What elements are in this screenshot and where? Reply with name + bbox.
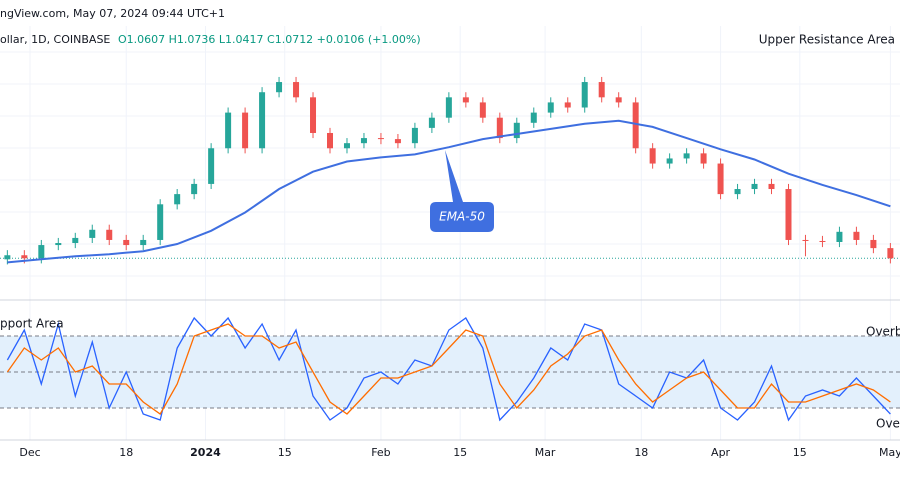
candle-body [276, 82, 283, 93]
candle-body [462, 97, 469, 103]
candle-body [853, 231, 860, 240]
candle-body [310, 97, 317, 133]
annotation: pport Area [0, 317, 64, 331]
x-tick-label: 15 [453, 446, 467, 459]
candle-body [123, 239, 130, 246]
candle-body [242, 112, 249, 149]
ema-callout [430, 150, 494, 232]
candle-body [343, 143, 350, 149]
candle-body [191, 183, 198, 195]
candle-body [632, 102, 639, 149]
candle-body [293, 82, 300, 98]
x-tick-label: 18 [119, 446, 133, 459]
candle-body [683, 153, 690, 159]
candle-body [140, 239, 147, 246]
x-tick-label: Dec [19, 446, 40, 459]
candle-body [802, 239, 809, 241]
candle-body [870, 239, 877, 249]
candle-body [157, 204, 164, 240]
candle-body [72, 237, 79, 244]
candle-body [411, 127, 418, 144]
candle-body [225, 112, 232, 149]
candle-body [598, 82, 605, 98]
stoch-line [6, 323, 891, 415]
candle-body [666, 158, 673, 164]
candle-body [89, 229, 96, 238]
x-tick-label: Mar [535, 446, 556, 459]
x-tick-label: 15 [278, 446, 292, 459]
candle-body [530, 112, 537, 123]
candle-body [564, 102, 571, 108]
annotation: Overb [866, 325, 900, 339]
candle-body [717, 163, 724, 195]
candle-body [174, 194, 181, 205]
annotation: Ove [876, 417, 900, 431]
x-tick-label: 15 [793, 446, 807, 459]
candle-body [751, 183, 758, 190]
symbol-text: ollar, 1D, COINBASE [0, 33, 110, 46]
candle-body [615, 97, 622, 103]
candle-body [327, 132, 333, 149]
candle-body [208, 148, 215, 184]
candle-body [887, 248, 894, 259]
x-tick-label: Feb [371, 446, 390, 459]
source-text: ngView.com, May 07, 2024 09:44 UTC+1 [0, 7, 225, 20]
x-tick-label: 2024 [190, 446, 221, 459]
candle-body [700, 153, 707, 164]
candle-body [55, 243, 62, 246]
candle-body [21, 255, 28, 259]
candle-body [445, 97, 452, 118]
ema-label: EMA-50 [439, 210, 485, 224]
candle-body [377, 138, 384, 140]
candle-body [106, 229, 113, 240]
annotation: Upper Resistance Area [759, 33, 895, 47]
candle-body [38, 245, 45, 259]
candle-body [649, 148, 656, 164]
ema-line [7, 119, 891, 264]
candle-body [394, 139, 401, 144]
candle-body [785, 189, 792, 240]
candle-body [819, 240, 826, 242]
candle-body [734, 189, 741, 195]
x-tick-label: Apr [711, 446, 731, 459]
candle-body [360, 138, 367, 144]
candle-body [513, 122, 520, 139]
candle-body [836, 231, 843, 242]
candle-body [768, 183, 775, 190]
candle-body [4, 255, 11, 260]
candle-body [581, 82, 588, 108]
candle-body [428, 117, 435, 128]
candle-body [479, 102, 486, 118]
candle-body [547, 102, 554, 113]
stoch-line [6, 316, 891, 422]
candle-body [259, 92, 266, 149]
candle-body [496, 117, 503, 139]
x-tick-label: 18 [634, 446, 648, 459]
x-tick-label: May [879, 446, 900, 459]
ohlc-text: O1.0607 H1.0736 L1.0417 C1.0712 +0.0106 … [118, 33, 421, 46]
